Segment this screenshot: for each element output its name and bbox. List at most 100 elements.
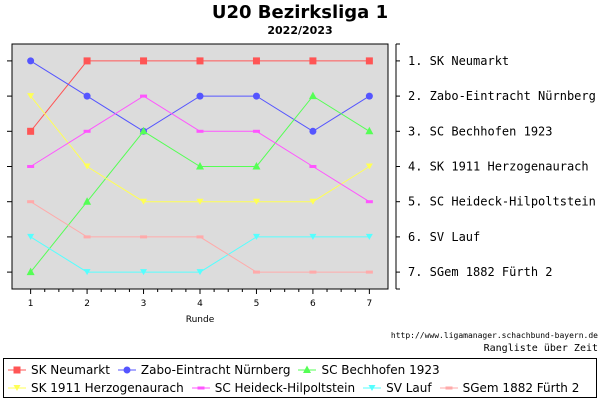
data-point	[139, 126, 148, 135]
data-point	[140, 94, 148, 98]
data-point	[365, 126, 374, 135]
data-point	[309, 127, 317, 135]
series-group	[27, 93, 373, 205]
rank-label: 6. SV Lauf	[408, 230, 480, 244]
chart-title: U20 Bezirksliga 1	[211, 2, 389, 23]
data-point	[365, 233, 373, 240]
legend: SK Neumarkt Zabo-Eintracht Nürnberg SC Bec…	[3, 358, 597, 398]
legend-swatch-marker	[445, 386, 453, 390]
data-point	[140, 235, 148, 239]
legend-entry: SK Neumarkt	[8, 363, 110, 377]
legend-swatch-marker	[123, 366, 131, 374]
legend-swatch-marker	[197, 386, 205, 390]
legend-row: SK Neumarkt Zabo-Eintracht Nürnberg SC Bec…	[8, 361, 448, 379]
legend-entry: SC Bechhofen 1923	[298, 363, 440, 377]
legend-swatch	[191, 386, 210, 390]
data-point	[252, 198, 260, 205]
legend-row: SK 1911 Herzogenaurach SC Heideck-Hilpolt…	[8, 379, 587, 397]
data-point	[27, 93, 35, 100]
data-point	[27, 165, 35, 168]
data-point	[252, 162, 261, 170]
data-point	[308, 91, 317, 100]
data-point	[309, 270, 317, 274]
data-point	[252, 233, 260, 240]
data-point	[27, 200, 35, 204]
series-group	[27, 57, 373, 135]
x-tick-label: 1	[28, 299, 34, 309]
data-point	[27, 57, 35, 65]
source-url: http://www.ligamanager.schachbund-bayern…	[390, 331, 598, 340]
data-point	[252, 270, 260, 274]
data-point	[365, 163, 373, 170]
x-tick-label: 7	[367, 299, 373, 309]
data-point	[309, 57, 317, 65]
legend-label: SK 1911 Herzogenaurach	[31, 381, 184, 395]
rank-label: 3. SC Bechhofen 1923	[408, 124, 553, 138]
legend-swatch	[298, 365, 317, 373]
x-axis-label: Runde	[186, 315, 215, 325]
x-tick-label: 3	[141, 299, 147, 309]
rank-label: 5. SC Heideck-Hilpoltstein	[408, 195, 596, 209]
legend-swatch-marker	[13, 366, 21, 374]
data-point	[83, 163, 91, 170]
data-point	[365, 270, 373, 274]
series-group	[26, 91, 374, 276]
x-tick-label: 4	[197, 299, 203, 309]
series-group	[27, 57, 373, 135]
data-point	[365, 92, 373, 100]
data-point	[196, 129, 204, 133]
x-tick-label: 2	[84, 299, 90, 309]
legend-swatch	[8, 385, 26, 391]
legend-entry: SC Heideck-Hilpoltstein	[191, 381, 356, 395]
data-point	[27, 233, 35, 240]
rank-label: 2. Zabo-Eintracht Nürnberg	[408, 89, 596, 103]
data-point	[196, 57, 204, 65]
legend-label: SGem 1882 Fürth 2	[462, 381, 580, 395]
data-point	[309, 233, 317, 240]
legend-label: SK Neumarkt	[31, 363, 110, 377]
legend-swatch	[439, 386, 458, 390]
data-point	[196, 92, 204, 100]
ranking-chart: 1 2 3 4 5 6 7 Runde 1. SK Neumarkt 2. Zabo-Eintra…	[7, 43, 596, 325]
legend-entry: SK 1911 Herzogenaurach	[8, 381, 184, 395]
data-point	[252, 92, 260, 100]
data-point	[83, 92, 91, 100]
series-group	[27, 233, 373, 276]
data-point	[140, 198, 148, 205]
x-tick-label: 5	[254, 299, 260, 309]
data-point	[365, 57, 373, 65]
data-point	[309, 165, 317, 168]
rank-label: 1. SK Neumarkt	[408, 54, 509, 68]
data-point	[83, 235, 91, 239]
data-point	[196, 162, 204, 170]
legend-swatch	[363, 385, 382, 391]
data-point	[26, 267, 35, 276]
legend-swatch	[8, 366, 26, 374]
data-point	[83, 129, 91, 133]
legend-swatch-marker	[368, 385, 376, 391]
data-point	[196, 198, 204, 205]
data-point	[365, 200, 373, 204]
data-point	[140, 269, 148, 276]
data-point	[140, 57, 148, 65]
data-point	[252, 129, 260, 133]
rank-label: 4. SK 1911 Herzogenaurach	[408, 160, 589, 174]
legend-swatch-marker	[303, 365, 312, 373]
data-point	[252, 57, 260, 65]
data-point	[83, 197, 92, 205]
legend-swatch-marker	[13, 385, 21, 391]
legend-label: SV Lauf	[386, 381, 432, 395]
chart-subtitle: 2022/2023	[267, 24, 333, 37]
chart-caption: Rangliste über Zeit	[483, 343, 598, 354]
data-point	[196, 269, 204, 276]
data-point	[27, 127, 35, 135]
legend-entry: Zabo-Eintracht Nürnberg	[117, 363, 291, 377]
data-point	[309, 198, 317, 205]
series-group	[27, 200, 373, 274]
data-point	[83, 269, 91, 276]
legend-label: SC Heideck-Hilpoltstein	[214, 381, 356, 395]
legend-label: SC Bechhofen 1923	[321, 363, 440, 377]
legend-entry: SV Lauf	[363, 381, 432, 395]
x-tick-label: 6	[310, 299, 316, 309]
legend-label: Zabo-Eintracht Nürnberg	[140, 363, 291, 377]
